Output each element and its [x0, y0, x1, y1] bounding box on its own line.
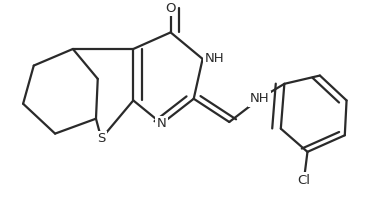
Text: N: N — [157, 117, 167, 130]
Text: O: O — [165, 2, 176, 15]
Text: N: N — [157, 117, 167, 130]
Text: S: S — [97, 132, 106, 145]
Text: NH: NH — [250, 92, 269, 105]
Text: Cl: Cl — [298, 174, 310, 187]
Text: NH: NH — [204, 52, 224, 65]
Text: H: H — [255, 92, 264, 105]
